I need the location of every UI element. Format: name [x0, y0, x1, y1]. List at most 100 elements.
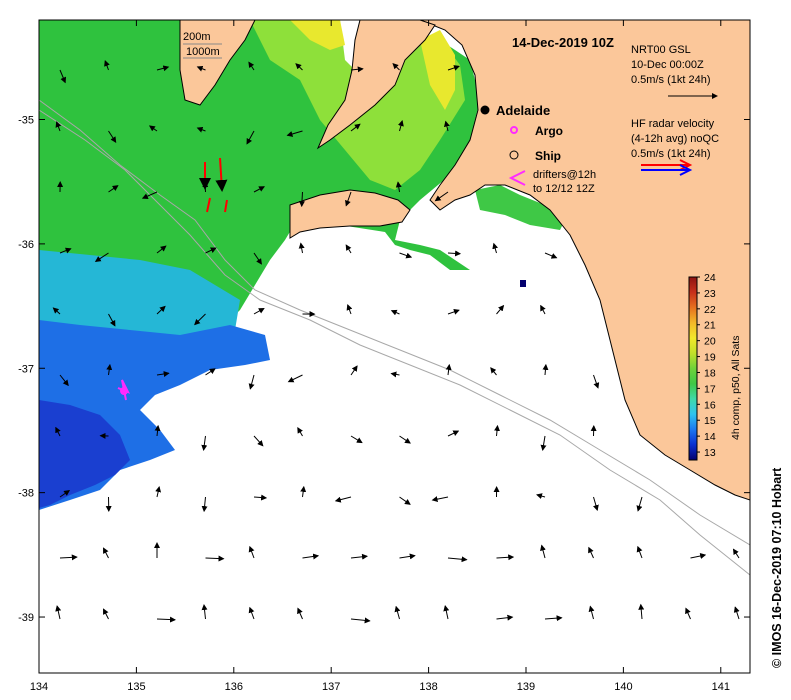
colorbar-tick-label: 22 — [704, 304, 716, 316]
current-vector-arrow — [59, 490, 71, 498]
current-vector-arrow — [156, 371, 170, 377]
current-vector-arrow — [156, 245, 167, 254]
current-vector-arrow — [104, 60, 110, 71]
current-vector-arrow — [690, 553, 707, 559]
current-vector-arrow — [447, 250, 462, 257]
current-vector-arrow — [194, 313, 206, 326]
current-vector-arrow — [55, 605, 62, 620]
current-vector-arrow — [108, 313, 116, 327]
current-vector-arrow — [494, 424, 500, 437]
x-tick-label: 134 — [30, 681, 48, 693]
drifter-tracks — [199, 157, 228, 213]
current-vector-arrow — [253, 186, 265, 193]
hf-legend-line2: (4-12h avg) noQC — [631, 133, 719, 145]
colorbar-tick-label: 24 — [704, 272, 716, 284]
sst-green-shelf — [475, 185, 565, 230]
drifter-legend-marker — [508, 170, 526, 186]
depth-legend-200m: 200m — [183, 31, 211, 43]
current-vector-arrow — [685, 607, 691, 620]
bathymetry-contours — [39, 99, 750, 576]
current-vector-arrow — [445, 363, 452, 376]
land-eyre-peninsula — [179, 20, 256, 106]
drifter-track-4 — [224, 199, 228, 213]
colorbar-tick-label: 23 — [704, 288, 716, 300]
gsl-vector-legend: NRT00 GSL 10-Dec 00:00Z 0.5m/s (1kt 24h) — [631, 44, 718, 99]
current-vector-arrow — [59, 374, 69, 387]
current-vector-arrow — [155, 486, 162, 498]
current-vector-arrow — [287, 374, 303, 383]
current-vector-arrow — [201, 604, 208, 620]
current-vector-arrow — [350, 553, 368, 560]
gsl-legend-line2: 10-Dec 00:00Z — [631, 59, 704, 71]
argo-float-marker — [117, 379, 131, 401]
current-vector-arrow — [108, 185, 119, 193]
colorbar-tick-label: 20 — [704, 336, 716, 348]
current-vector-arrow — [103, 608, 109, 620]
colorbar-tick-label: 14 — [704, 431, 716, 443]
current-vector-arrow — [588, 605, 595, 620]
colorbar-ticks: 24 23 22 21 20 19 18 17 16 15 14 13 — [697, 272, 716, 459]
adelaide-label: Adelaide — [496, 103, 550, 118]
colorbar-tick-label: 21 — [704, 320, 716, 332]
contour-200m — [39, 99, 750, 546]
x-tick-label: 137 — [322, 681, 340, 693]
current-vector-arrow — [544, 615, 563, 622]
current-vector-arrow — [248, 61, 255, 71]
current-vector-arrow — [345, 244, 352, 254]
current-vector-arrow — [297, 427, 303, 437]
current-vector-arrow — [346, 304, 353, 315]
current-vector-arrow — [156, 616, 176, 623]
current-vector-arrow — [390, 309, 400, 316]
drifters-label-line2: to 12/12 12Z — [533, 183, 595, 195]
hf-radar-legend: HF radar velocity (4-12h avg) noQC 0.5m/… — [631, 118, 719, 176]
x-tick-label: 139 — [517, 681, 535, 693]
colorbar-tick-label: 18 — [704, 367, 716, 379]
current-vector-arrow — [248, 606, 255, 620]
current-vector-arrow — [156, 65, 170, 72]
argo-legend-marker — [510, 126, 518, 134]
colorbar-tick-label: 13 — [704, 447, 716, 459]
current-vector-arrow — [447, 309, 460, 315]
current-vector-arrow — [394, 605, 401, 620]
current-vector-arrow — [205, 368, 216, 376]
sst-dark-pixel — [520, 280, 526, 287]
current-vector-arrow — [540, 304, 546, 315]
depth-legend: 200m 1000m — [183, 31, 222, 59]
hf-legend-line1: HF radar velocity — [631, 118, 715, 130]
drifters-label-line1: drifters@12h — [533, 169, 596, 181]
current-vector-arrow — [334, 496, 352, 503]
current-vector-arrow — [431, 496, 449, 503]
land-yorke-peninsula — [316, 20, 436, 150]
current-vector-arrow — [59, 554, 78, 561]
current-vector-arrow — [490, 367, 497, 376]
adelaide-marker — [480, 105, 490, 115]
x-tick-label: 138 — [419, 681, 437, 693]
plot-frame — [38, 19, 751, 674]
current-vector-arrow — [297, 607, 303, 620]
current-vector-arrow — [443, 120, 450, 132]
land-kangaroo-island — [289, 189, 411, 239]
current-vector-arrow — [732, 548, 740, 559]
current-vector-arrow — [298, 191, 305, 208]
current-vector-arrow — [55, 121, 62, 132]
current-vector-arrow — [148, 125, 158, 132]
current-vector-arrow — [496, 614, 514, 621]
current-vector-arrow — [350, 617, 371, 624]
current-vector-arrow — [399, 435, 411, 444]
current-vector-arrow — [434, 191, 449, 202]
y-axis: -35 -36 -37 -38 -39 — [18, 115, 750, 624]
current-vector-arrow — [390, 371, 400, 378]
current-vector-arrow — [588, 546, 594, 559]
current-vector-arrow — [246, 130, 255, 145]
current-vector-arrow — [286, 130, 303, 137]
current-vector-arrow — [496, 554, 515, 561]
current-vector-arrow — [392, 62, 400, 71]
current-vector-arrow — [536, 493, 546, 500]
current-vector-arrow — [302, 553, 320, 560]
current-vector-arrow — [350, 435, 363, 444]
contour-1000m — [39, 109, 750, 576]
current-vector-arrow — [94, 252, 109, 262]
current-vector-arrow — [108, 130, 117, 143]
current-vector-arrow — [593, 374, 600, 389]
